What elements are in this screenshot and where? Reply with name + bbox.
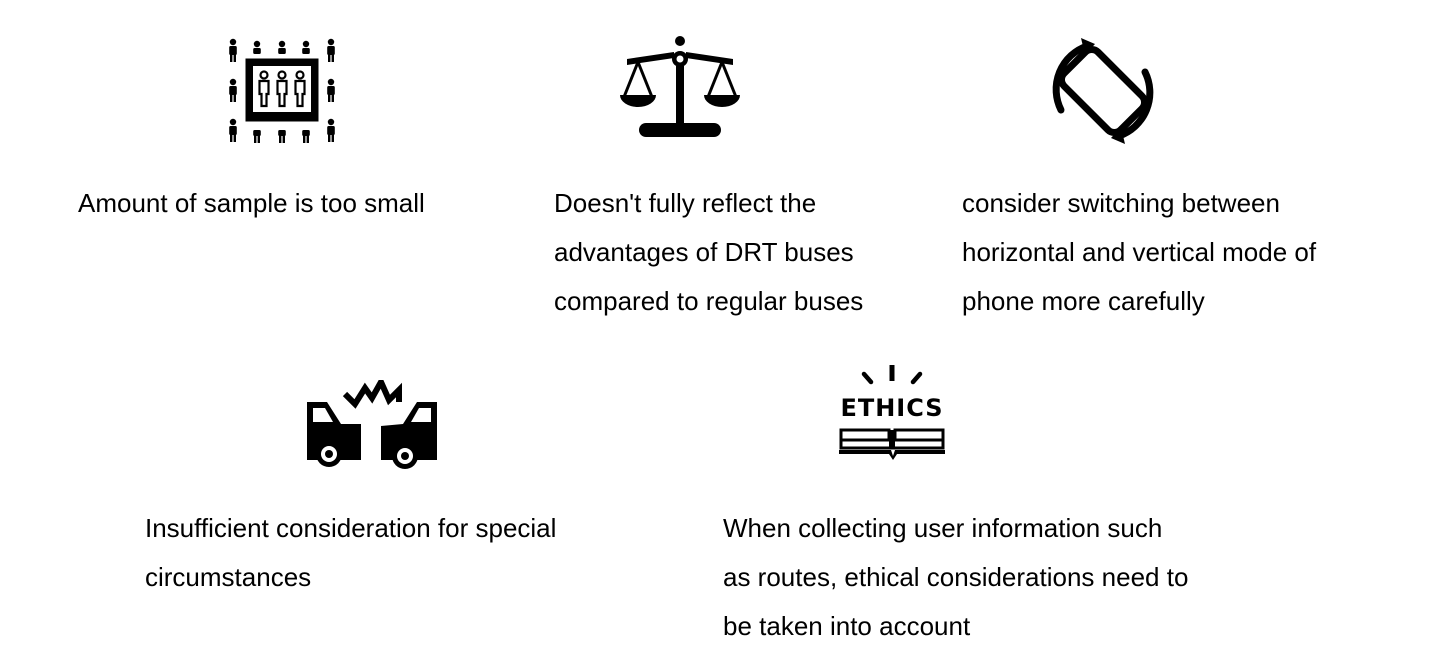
caption-line: advantages of DRT buses [554,237,854,267]
caption-line: Insufficient consideration for special [145,513,557,543]
caption-phone-orientation: consider switching between horizontal an… [962,179,1316,326]
caption-line: When collecting user information such [723,513,1163,543]
screen-rotation-icon [1047,36,1159,146]
caption-line: phone more carefully [962,286,1205,316]
caption-drt-advantages: Doesn't fully reflect the advantages of … [554,179,863,326]
ethics-label: ETHICS [840,394,943,422]
caption-line: be taken into account [723,611,971,641]
caption-sample-size: Amount of sample is too small [78,179,425,228]
ethics-book-icon: ETHICS [837,364,949,464]
crowd-sample-icon [226,37,338,145]
balance-scale-icon [619,35,741,139]
caption-line: Doesn't fully reflect the [554,188,817,218]
caption-line: compared to regular buses [554,286,864,316]
caption-special-circumstances: Insufficient consideration for special c… [145,504,556,602]
caption-line: Amount of sample is too small [78,188,425,218]
caption-ethics: When collecting user information such as… [723,504,1188,651]
caption-line: consider switching between [962,188,1280,218]
caption-line: as routes, ethical considerations need t… [723,562,1189,592]
caption-line: horizontal and vertical mode of [962,237,1317,267]
car-crash-icon [305,380,439,472]
caption-line: circumstances [145,562,312,592]
